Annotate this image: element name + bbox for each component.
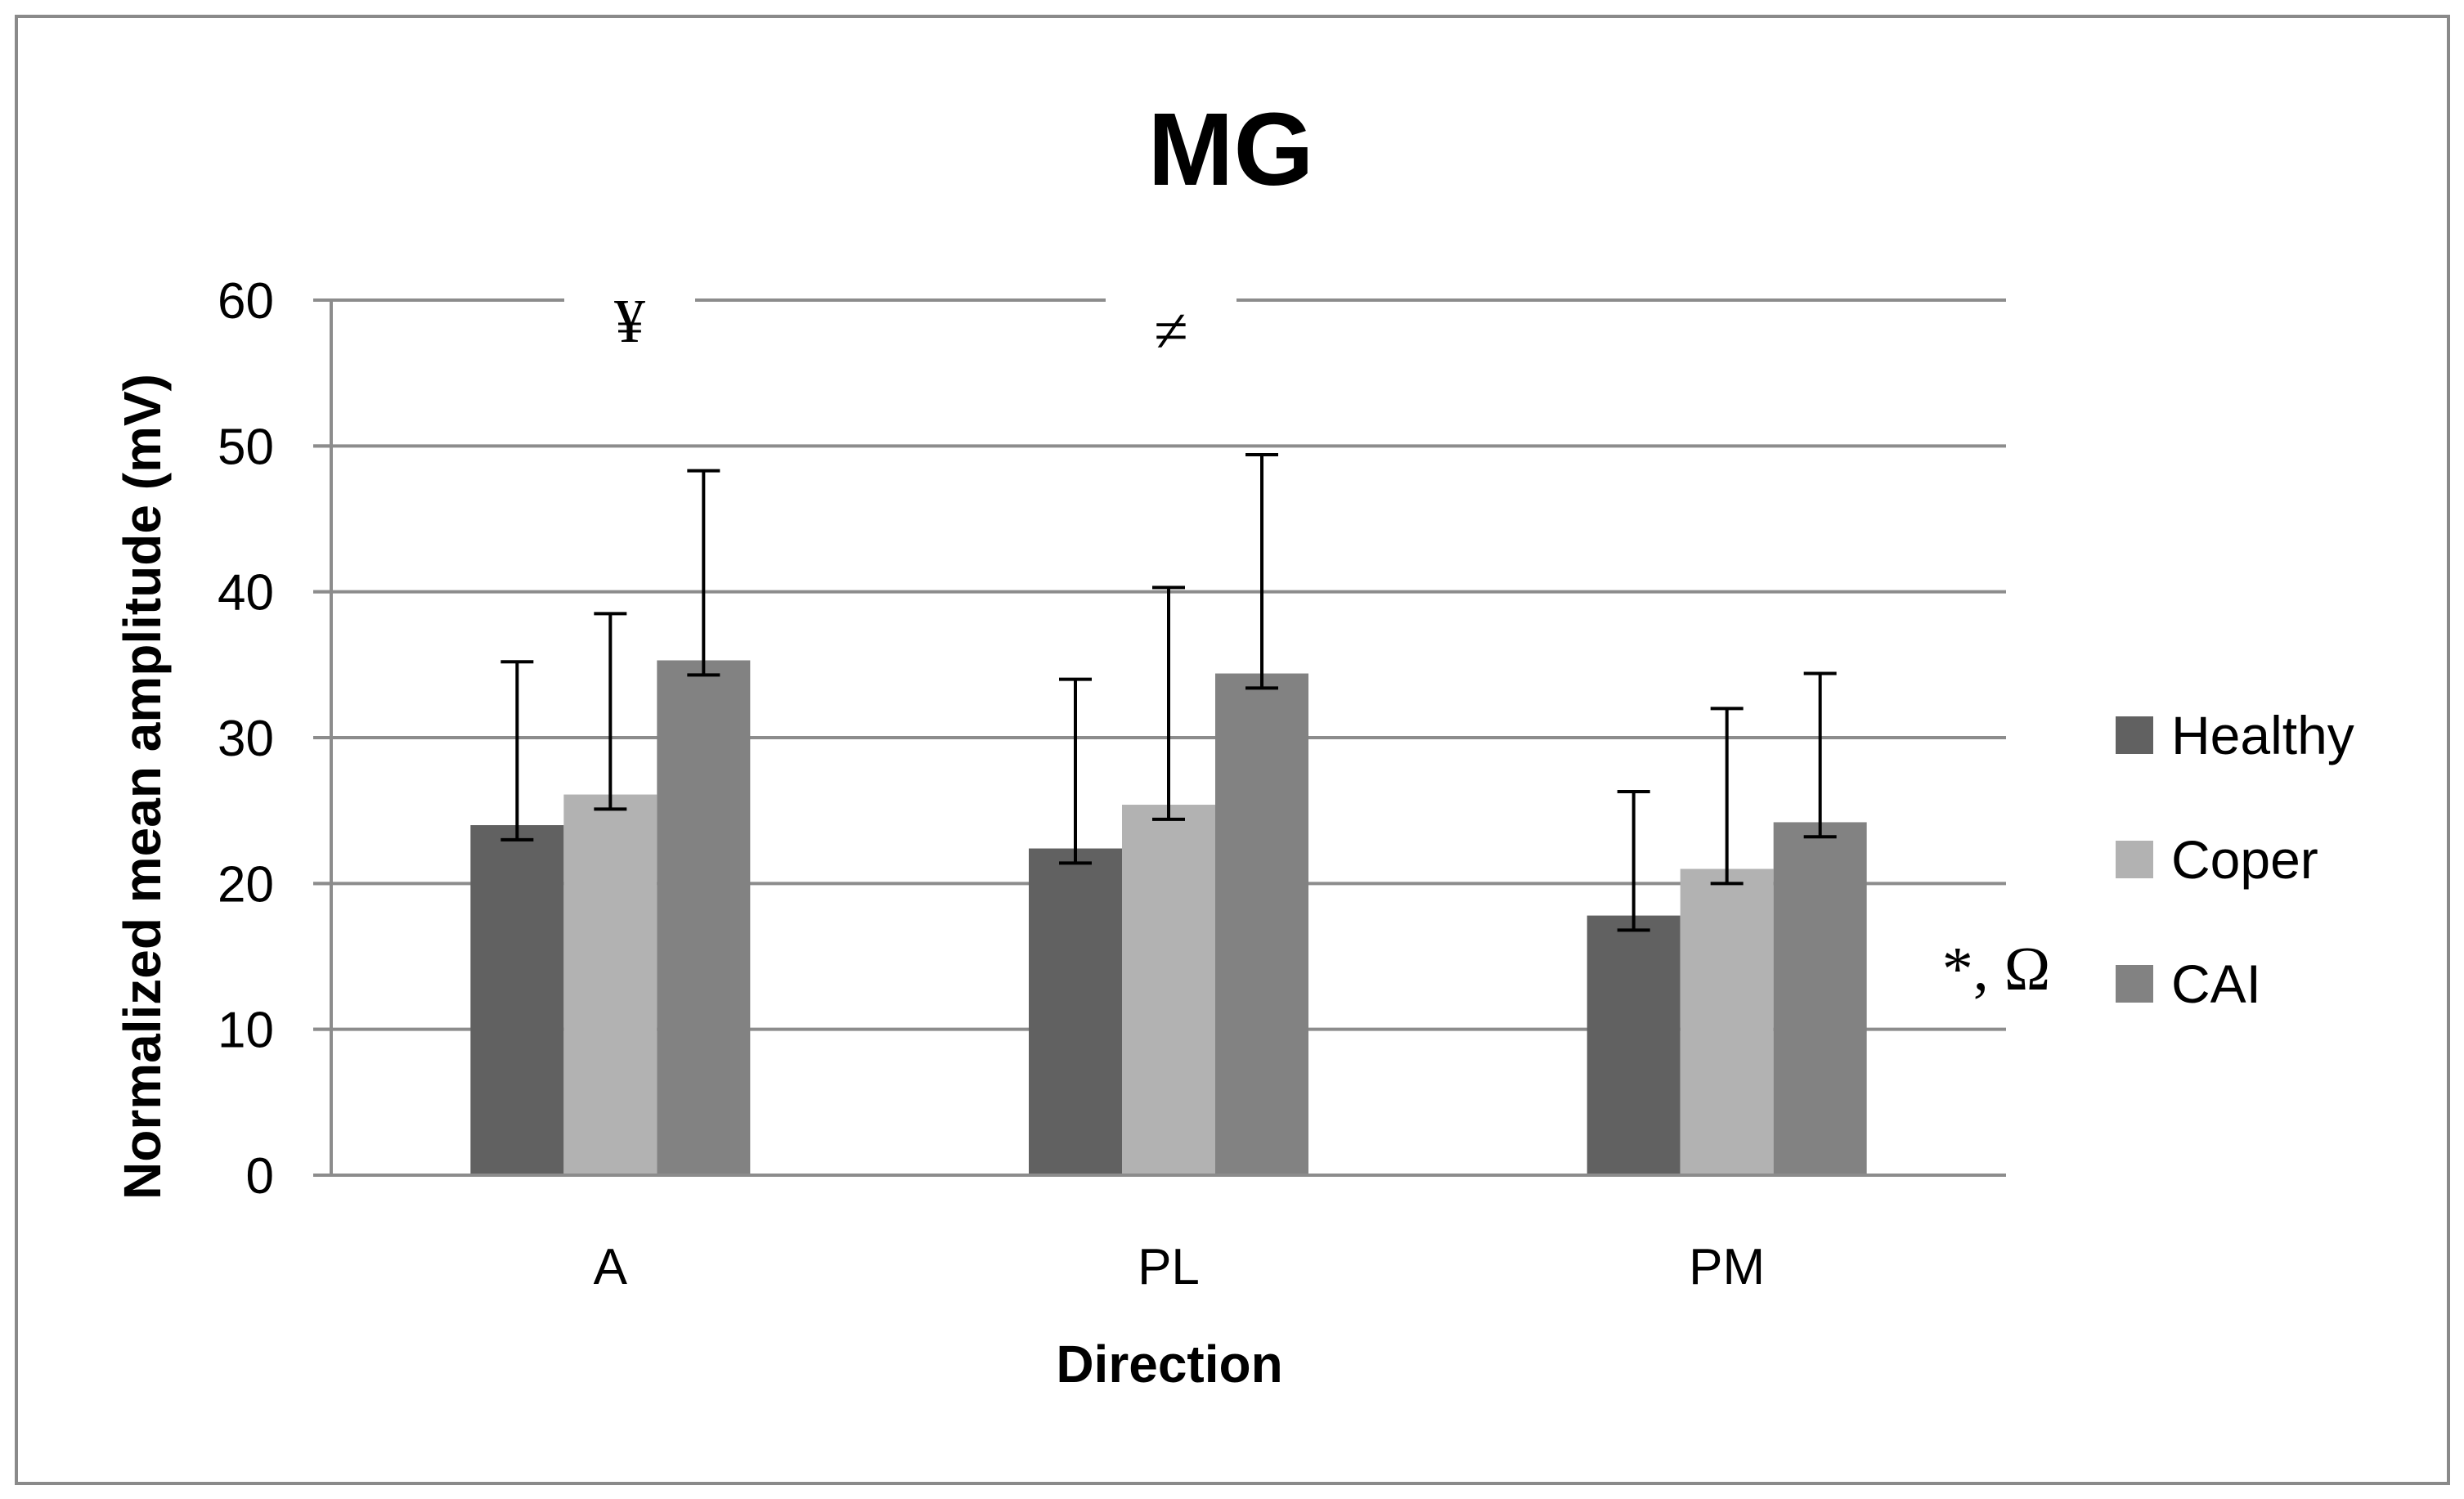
- y-axis-ticks: 0 10 20 30 40 50 60: [218, 273, 331, 1205]
- x-tick-label-pm: PM: [1689, 1239, 1765, 1295]
- y-tick-label: 20: [218, 856, 274, 913]
- bar-cai-pl: [1215, 673, 1308, 1175]
- y-tick-label: 30: [218, 711, 274, 767]
- x-tick-label-a: A: [594, 1239, 628, 1295]
- bar-coper-a: [563, 794, 658, 1175]
- x-axis-title: Direction: [1056, 1335, 1282, 1394]
- x-tick-label-pl: PL: [1138, 1239, 1200, 1295]
- y-axis-title: Normalized mean amplitude (mV): [113, 374, 172, 1200]
- legend-label-coper: Coper: [2171, 829, 2318, 890]
- bar-coper-pm: [1680, 868, 1774, 1175]
- y-tick-label: 50: [218, 419, 274, 475]
- bar-coper-pl: [1122, 805, 1215, 1175]
- bar-healthy-pm: [1587, 915, 1681, 1175]
- y-tick-label: 0: [246, 1148, 274, 1205]
- y-tick-label: 10: [218, 1003, 274, 1059]
- annotation-3: *, Ω: [1942, 935, 2050, 1003]
- y-tick-label: 60: [218, 273, 274, 330]
- legend-swatch-cai: [2116, 965, 2153, 1003]
- annotations: ¥ ≠ *, Ω: [564, 278, 2050, 1003]
- bar-healthy-a: [470, 825, 564, 1175]
- annotation-background-2: [1106, 278, 1236, 327]
- error-bars: [500, 453, 1837, 932]
- y-tick-label: 40: [218, 565, 274, 622]
- annotation-1: ¥: [614, 287, 645, 356]
- annotation-background-1: [564, 278, 695, 327]
- legend-swatch-coper: [2116, 841, 2153, 878]
- chart-title: MG: [1148, 92, 1314, 207]
- bar-healthy-pl: [1029, 848, 1122, 1175]
- legend: Healthy Coper CAI: [2116, 705, 2354, 1014]
- legend-swatch-healthy: [2116, 716, 2153, 754]
- x-axis-ticks: A PL PM: [594, 1239, 1766, 1295]
- bars: [470, 660, 1867, 1175]
- bar-cai-a: [657, 660, 751, 1175]
- legend-label-cai: CAI: [2171, 954, 2261, 1014]
- bar-cai-pm: [1773, 822, 1867, 1175]
- annotation-2: ≠: [1154, 297, 1188, 366]
- legend-label-healthy: Healthy: [2171, 705, 2354, 765]
